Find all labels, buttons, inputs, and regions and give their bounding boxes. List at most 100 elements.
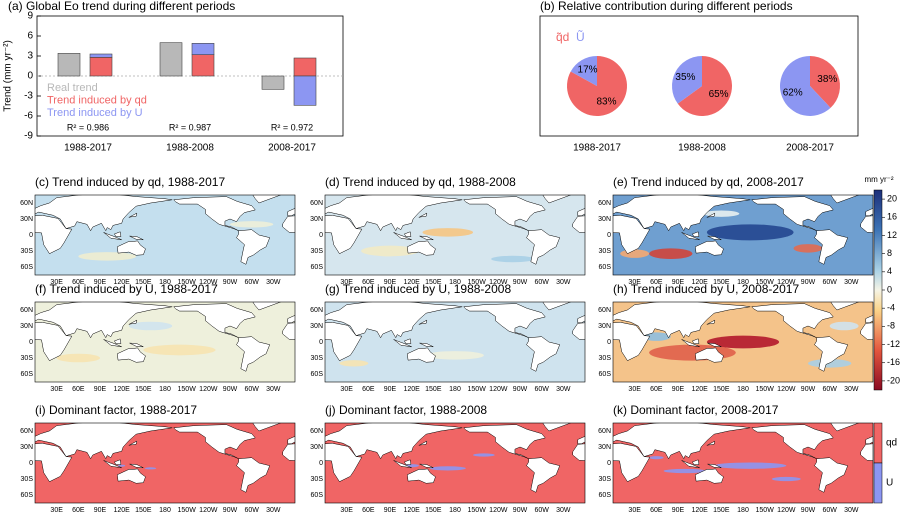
land (865, 315, 873, 324)
lon-label: 120W (777, 279, 796, 286)
pie-label: 38% (817, 74, 837, 85)
map (613, 195, 873, 275)
lon-label: 120W (489, 507, 508, 514)
lon-label: 90E (384, 279, 397, 286)
map-title: (h) Trend induced by U, 2008-2017 (613, 282, 799, 296)
annotation: R² = 0.987 (169, 122, 211, 132)
annotation: R² = 0.972 (271, 122, 313, 132)
lon-label: 90W (223, 279, 238, 286)
land (236, 229, 271, 265)
colorbar (873, 189, 883, 391)
pie-label: 65% (709, 89, 729, 100)
y-tick-label: -6 (24, 111, 33, 122)
land (814, 457, 849, 493)
lon-label: 180 (449, 507, 461, 514)
bar (261, 75, 285, 90)
lon-label: 180 (159, 279, 171, 286)
lat-label: 30S (599, 476, 612, 483)
lon-label: 60E (362, 386, 375, 393)
lat-label: 30N (20, 444, 33, 451)
map-frame (324, 194, 586, 276)
map-title: (d) Trend induced by qd, 1988-2008 (325, 175, 516, 189)
lon-label: 60W (822, 507, 837, 514)
land (577, 315, 585, 324)
land (572, 322, 585, 340)
land (103, 232, 122, 241)
land (418, 212, 428, 218)
land (325, 195, 463, 232)
pattern (703, 210, 740, 217)
land (419, 235, 434, 241)
factor-label: U (886, 478, 893, 489)
land (706, 319, 716, 325)
lon-label: 150W (756, 386, 775, 393)
lon-label: 90E (94, 386, 107, 393)
lon-label: 60E (72, 507, 85, 514)
pattern (706, 224, 794, 241)
land (860, 322, 873, 340)
map (325, 302, 585, 382)
land (706, 212, 716, 218)
pie-label: 62% (783, 87, 803, 98)
lon-label: 30E (340, 507, 353, 514)
land (572, 443, 585, 461)
land (236, 336, 271, 372)
land (830, 423, 860, 432)
land (706, 440, 716, 446)
lon-label: 180 (449, 386, 461, 393)
pattern (78, 252, 137, 261)
land (0, 230, 10, 265)
lon-label: 60E (72, 386, 85, 393)
map-frame (34, 422, 296, 504)
colorbar-tick-label: -12 (887, 339, 900, 349)
colorbar-tick-label: -8 (887, 321, 895, 331)
land (35, 443, 73, 482)
legend-entry: Real trend (47, 82, 98, 94)
land (103, 460, 122, 469)
land (0, 458, 10, 493)
y-tick-label: 3 (27, 51, 33, 62)
bar (159, 42, 183, 77)
land (463, 303, 546, 338)
land (526, 457, 561, 493)
land (542, 302, 572, 311)
land (173, 303, 256, 338)
colorbar-tick-label: 8 (887, 248, 892, 258)
land (707, 235, 722, 241)
x-tick-label: 1988-2008 (678, 143, 726, 154)
pattern (808, 359, 852, 368)
land (860, 443, 873, 461)
lon-label: 60W (822, 386, 837, 393)
pattern (422, 228, 474, 237)
lat-label: 0 (607, 460, 611, 467)
land (325, 443, 363, 482)
land (692, 338, 700, 344)
lon-label: 120E (113, 386, 130, 393)
colorbar-tick-label: 4 (887, 266, 892, 276)
lon-label: 120E (403, 279, 420, 286)
lon-label: 120E (691, 507, 708, 514)
lat-label: 0 (29, 232, 33, 239)
lon-label: 30W (844, 279, 859, 286)
land (419, 463, 434, 469)
land (114, 231, 122, 237)
land (0, 337, 10, 372)
lon-label: 60E (650, 386, 663, 393)
lon-label: 120W (489, 279, 508, 286)
annotation: R² = 0.986 (67, 122, 109, 132)
pattern (473, 453, 495, 457)
land (572, 215, 585, 233)
pattern (620, 249, 650, 258)
lon-label: 90W (801, 386, 816, 393)
lon-label: 30W (266, 386, 281, 393)
lat-label: 60N (310, 200, 323, 207)
map-frame (612, 301, 874, 383)
lon-label: 90W (801, 507, 816, 514)
lat-label: 0 (29, 460, 33, 467)
lon-label: 60W (534, 386, 549, 393)
land (252, 423, 282, 432)
lon-label: 90E (672, 507, 685, 514)
land (117, 240, 146, 256)
y-tick-label: 6 (27, 31, 33, 42)
lon-label: 90W (223, 507, 238, 514)
